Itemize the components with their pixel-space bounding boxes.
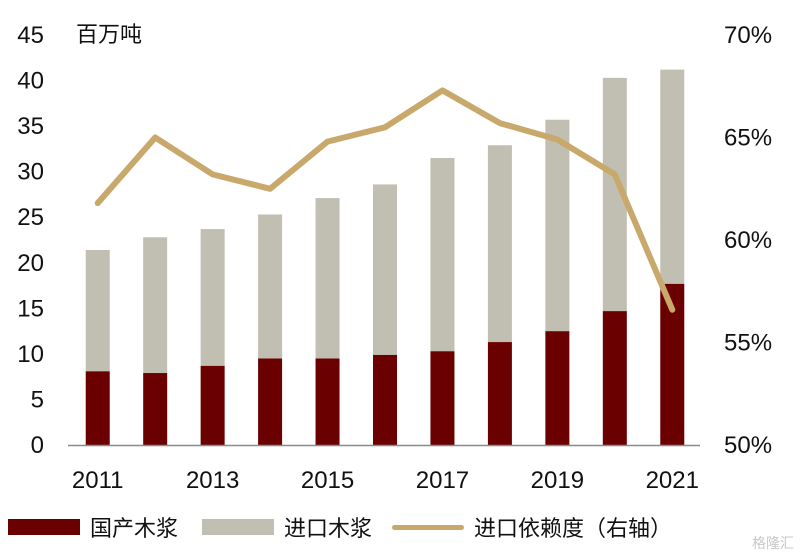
bar-imported-2014 <box>258 214 283 359</box>
bars-layer <box>85 69 685 445</box>
bar-imported-2021 <box>660 69 685 284</box>
legend: 国产木浆 进口木浆 进口依赖度（右轴） <box>0 505 800 549</box>
bar-domestic-2012 <box>143 373 168 445</box>
y-right-tick-60pct: 60% <box>724 227 772 254</box>
line-layer <box>94 87 676 313</box>
y-left-tick-15: 15 <box>17 295 44 322</box>
x-tick-2017: 2017 <box>416 467 469 494</box>
bar-domestic-2020 <box>602 311 627 445</box>
bar-imported-2019 <box>545 119 570 332</box>
legend-swatch-dependency <box>392 524 465 530</box>
x-tick-2011: 2011 <box>72 467 124 494</box>
y-left-tick-5: 5 <box>31 386 44 413</box>
legend-item-imported: 进口木浆 <box>194 511 372 543</box>
bar-imported-2017 <box>430 158 455 352</box>
x-tick-2013: 2013 <box>186 467 239 494</box>
x-tick-2019: 2019 <box>531 467 584 494</box>
y-left-tick-10: 10 <box>17 341 44 368</box>
y-left-tick-40: 40 <box>17 68 44 95</box>
y-right-tick-70pct: 70% <box>724 22 772 49</box>
unit-label: 百万吨 <box>76 23 142 48</box>
y-right-tick-65pct: 65% <box>724 125 772 152</box>
x-tick-2015: 2015 <box>301 467 354 494</box>
bar-imported-2018 <box>487 145 512 343</box>
bar-imported-2015 <box>315 198 340 359</box>
legend-label-imported: 进口木浆 <box>284 517 373 542</box>
bar-imported-2011 <box>85 250 110 372</box>
bar-domestic-2015 <box>315 358 340 445</box>
y-left-tick-20: 20 <box>17 250 44 277</box>
y-left-tick-30: 30 <box>17 159 44 186</box>
bar-imported-2013 <box>200 229 225 366</box>
chart: 0 5 10 15 20 25 30 35 40 45 50% 55% 60% 65% 70% 2011 201… <box>17 22 772 494</box>
bar-domestic-2016 <box>373 354 397 445</box>
bar-domestic-2018 <box>487 342 512 445</box>
bar-domestic-2019 <box>545 331 570 445</box>
bar-domestic-2017 <box>430 351 455 445</box>
y-left-tick-0: 0 <box>31 432 44 459</box>
watermark-logo: 格隆汇 <box>752 536 794 552</box>
legend-swatch-domestic <box>8 519 80 535</box>
legend-label-domestic: 国产木浆 <box>90 517 179 542</box>
ticks-layer: 0 5 10 15 20 25 30 35 40 45 50% 55% 60% 65% 70% 2011 201… <box>17 22 772 494</box>
bar-imported-2016 <box>373 184 397 355</box>
y-left-tick-45: 45 <box>17 22 44 49</box>
bar-domestic-2013 <box>200 365 225 445</box>
legend-item-domestic: 国产木浆 <box>0 511 178 543</box>
bar-domestic-2011 <box>85 371 110 445</box>
bar-domestic-2014 <box>258 358 283 445</box>
x-tick-2021: 2021 <box>646 467 699 494</box>
y-right-tick-50pct: 50% <box>724 432 772 459</box>
legend-swatch-imported <box>202 519 275 535</box>
y-left-tick-35: 35 <box>17 113 44 140</box>
legend-label-dependency: 进口依赖度（右轴） <box>474 517 673 542</box>
legend-item-dependency: 进口依赖度（右轴） <box>388 511 672 543</box>
y-right-tick-55pct: 55% <box>724 330 772 357</box>
y-left-tick-25: 25 <box>17 204 44 231</box>
bar-imported-2012 <box>143 237 168 374</box>
